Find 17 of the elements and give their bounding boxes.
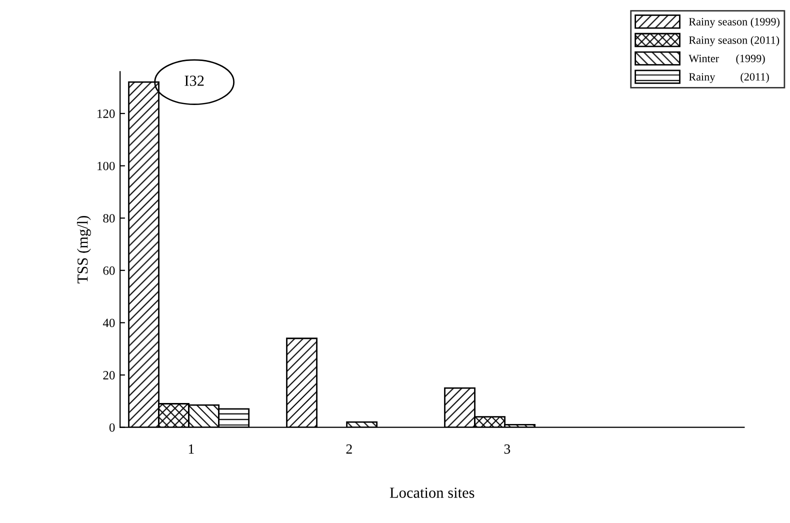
y-tick-label: 40 (102, 318, 115, 328)
legend-label: Rainy season (1999) (688, 18, 780, 28)
legend-label: Winter (1999) (688, 54, 765, 64)
x-axis-title: Location sites (390, 488, 474, 498)
y-tick-label: 120 (98, 110, 115, 118)
x-tick-label: 2 (346, 444, 352, 454)
y-tick-label: 60 (103, 266, 115, 275)
y-tick-label: 80 (103, 214, 115, 223)
y-tick-label: 20 (103, 371, 115, 380)
x-tick-label: 3 (504, 444, 510, 454)
y-tick-label: 0 (109, 423, 115, 432)
x-tick-label: 1 (188, 444, 194, 454)
y-tick-label: 100 (98, 162, 115, 170)
legend-label: Rainy season (2011) (688, 36, 780, 46)
annotation: I32 (184, 76, 204, 86)
y-axis-title: TSS (mg/l) (77, 216, 91, 284)
legend-label: Rainy (2011) (688, 72, 769, 83)
